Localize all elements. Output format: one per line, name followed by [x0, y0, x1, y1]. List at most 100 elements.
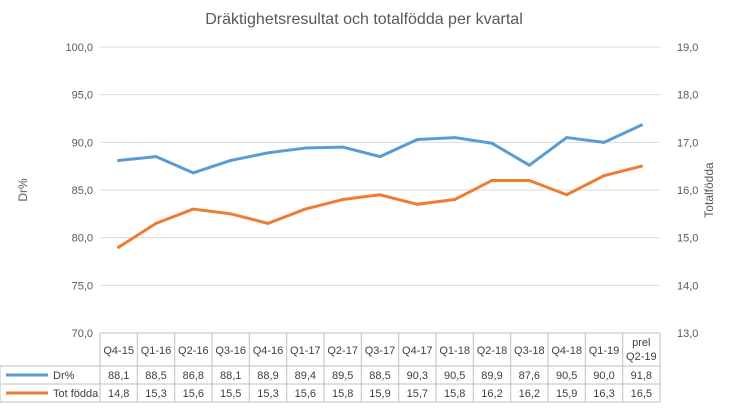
- data-point: [191, 207, 195, 211]
- data-point: [490, 178, 494, 182]
- category-label: Q4-16: [253, 345, 284, 357]
- data-label: 15,9: [369, 388, 390, 400]
- category-label: Q1-16: [141, 345, 172, 357]
- data-point: [490, 141, 494, 145]
- legend-label: Dr%: [53, 370, 75, 382]
- data-label: 15,6: [183, 388, 204, 400]
- y-tick-label: 100,0: [65, 42, 93, 54]
- y2-tick-label: 15,0: [677, 233, 698, 245]
- data-label: 88,1: [220, 370, 241, 382]
- data-label: 16,3: [593, 388, 614, 400]
- data-point: [453, 136, 457, 140]
- category-label: Q2-18: [477, 345, 508, 357]
- category-label: Q4-17: [402, 345, 433, 357]
- y-tick-label: 80,0: [72, 233, 93, 245]
- data-point: [117, 158, 121, 162]
- y2-tick-label: 19,0: [677, 42, 698, 54]
- data-point: [453, 198, 457, 202]
- legend-label: Tot födda: [53, 388, 99, 400]
- category-label: Q3-17: [365, 345, 396, 357]
- y2-tick-label: 14,0: [677, 280, 698, 292]
- data-label: 86,8: [183, 370, 204, 382]
- data-point: [266, 151, 270, 155]
- chart-title: Dräktighetsresultat och totalfödda per k…: [205, 11, 523, 28]
- data-label: 14,8: [108, 388, 129, 400]
- data-label: 88,9: [257, 370, 278, 382]
- series-lines: [117, 123, 643, 249]
- data-point: [378, 193, 382, 197]
- data-label: 87,6: [519, 370, 540, 382]
- data-point: [303, 207, 307, 211]
- category-label: Q1-18: [439, 345, 470, 357]
- category-label: Q2-17: [327, 345, 358, 357]
- data-point: [229, 158, 233, 162]
- data-point: [565, 136, 569, 140]
- data-label: 16,2: [481, 388, 502, 400]
- y2-tick-label: 13,0: [677, 328, 698, 340]
- data-point: [191, 171, 195, 175]
- data-label: 89,9: [481, 370, 502, 382]
- data-point: [341, 145, 345, 149]
- data-label: 89,4: [295, 370, 316, 382]
- y2-tick-label: 17,0: [677, 137, 698, 149]
- category-label: prel: [632, 337, 650, 349]
- data-point: [639, 164, 643, 168]
- data-label: 15,3: [145, 388, 166, 400]
- data-label: 90,0: [593, 370, 614, 382]
- y2-axis-ticks: 13,0 14,0 15,0 16,0 17,0 18,0 19,0: [677, 42, 698, 340]
- data-point: [154, 155, 158, 159]
- y-tick-label: 85,0: [72, 185, 93, 197]
- category-label: Q4-18: [551, 345, 582, 357]
- data-point: [415, 202, 419, 206]
- category-label: Q1-19: [589, 345, 620, 357]
- y-tick-label: 70,0: [72, 328, 93, 340]
- data-point: [266, 221, 270, 225]
- y-tick-label: 75,0: [72, 280, 93, 292]
- data-label: 15,8: [444, 388, 465, 400]
- data-label: 88,5: [369, 370, 390, 382]
- category-label: Q1-17: [290, 345, 321, 357]
- category-label: Q3-18: [514, 345, 545, 357]
- y2-tick-label: 18,0: [677, 90, 698, 102]
- series-line-2: [117, 164, 643, 249]
- category-label: Q4-15: [103, 345, 134, 357]
- data-label: 16,2: [519, 388, 540, 400]
- data-label: 90,3: [407, 370, 428, 382]
- series-line-1: [117, 123, 643, 175]
- data-label: 15,6: [295, 388, 316, 400]
- category-label: Q2-19: [626, 351, 657, 363]
- data-label: 15,3: [257, 388, 278, 400]
- y2-tick-label: 16,0: [677, 185, 698, 197]
- data-label: 16,5: [631, 388, 652, 400]
- data-point: [229, 212, 233, 216]
- data-point: [565, 193, 569, 197]
- category-label: Q2-16: [178, 345, 209, 357]
- data-point: [303, 146, 307, 150]
- data-label: 91,8: [631, 370, 652, 382]
- data-point: [117, 245, 121, 249]
- data-point: [154, 221, 158, 225]
- data-point: [527, 163, 531, 167]
- y-axis-title: Dr%: [16, 178, 30, 202]
- data-label: 89,5: [332, 370, 353, 382]
- data-point: [378, 155, 382, 159]
- data-label: 90,5: [556, 370, 577, 382]
- y-tick-label: 90,0: [72, 137, 93, 149]
- data-label: 15,8: [332, 388, 353, 400]
- gridlines: [100, 46, 660, 334]
- y-tick-label: 95,0: [72, 90, 93, 102]
- data-label: 88,5: [145, 370, 166, 382]
- data-label: 90,5: [444, 370, 465, 382]
- category-label: Q3-16: [215, 345, 246, 357]
- data-point: [341, 198, 345, 202]
- data-label: 15,9: [556, 388, 577, 400]
- data-point: [639, 123, 643, 127]
- data-point: [527, 178, 531, 182]
- data-point: [602, 140, 606, 144]
- data-label: 88,1: [108, 370, 129, 382]
- data-label: 15,7: [407, 388, 428, 400]
- y-axis-ticks: 70,0 75,0 80,0 85,0 90,0 95,0 100,0: [65, 42, 93, 340]
- y2-axis-title: Totalfödda: [702, 162, 716, 218]
- data-table: Q4-15 Q1-16 Q2-16 Q3-16 Q4-16 Q1-17 Q2-17 Q3-17…: [0, 332, 661, 403]
